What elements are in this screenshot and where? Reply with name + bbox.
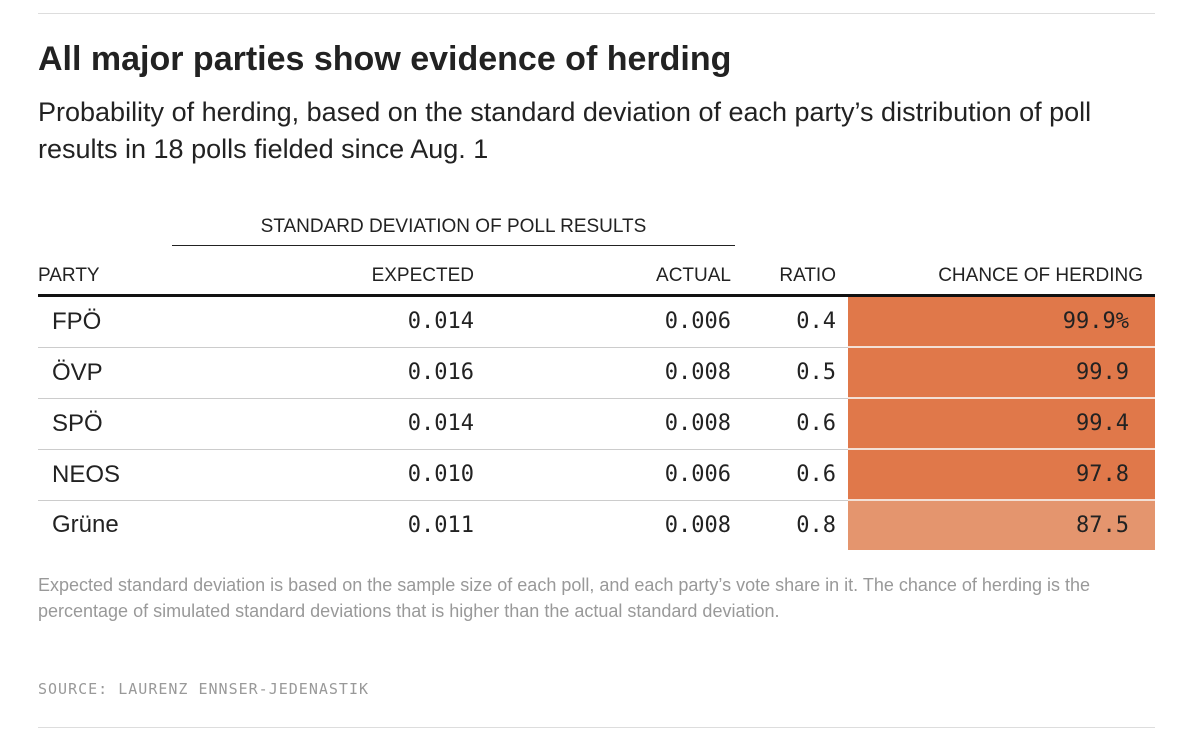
expected-cell: 0.016 (238, 347, 474, 399)
ratio-cell: 0.8 (796, 512, 836, 538)
chance-cell: 99.9 (848, 347, 1155, 399)
ratio-cell: 0.4 (731, 295, 836, 348)
chance-cell: 87.5 (848, 500, 1155, 550)
chart-subtitle: Probability of herding, based on the sta… (38, 97, 1092, 164)
party-cell: ÖVP (38, 347, 238, 399)
col-header-expected: EXPECTED (238, 258, 474, 297)
expected-cell: 0.014 (238, 398, 474, 450)
party-cell: FPÖ (38, 295, 238, 348)
col-header-ratio: RATIO (731, 258, 836, 297)
expected-cell: 0.014 (238, 295, 474, 348)
actual-cell: 0.006 (474, 449, 731, 501)
expected-cell: 0.010 (238, 449, 474, 501)
chance-cell: 99.4 (848, 398, 1155, 450)
table-row: FPÖ 0.014 0.006 0.4 99.9% (38, 295, 1155, 348)
ratio-cell: 0.6 (731, 449, 836, 501)
chance-cell: 99.9% (848, 295, 1155, 348)
chart-title: All major parties show evidence of herdi… (38, 40, 732, 78)
top-rule (38, 13, 1155, 14)
table-row: SPÖ 0.014 0.008 0.6 99.4 (38, 398, 1155, 450)
party-cell: Grüne (52, 511, 119, 539)
col-header-actual: ACTUAL (474, 258, 731, 297)
table-row: ÖVP 0.016 0.008 0.5 99.9 (38, 347, 1155, 399)
table-row: Grüne 0.011 0.008 0.8 87.5 (38, 500, 1155, 550)
group-header: STANDARD DEVIATION OF POLL RESULTS (172, 216, 735, 246)
ratio-cell: 0.6 (731, 398, 836, 450)
source: SOURCE: LAURENZ ENNSER-JEDENASTIK (38, 680, 370, 698)
ratio-cell: 0.5 (731, 347, 836, 399)
footnote: Expected standard deviation is based on … (38, 575, 1090, 621)
expected-cell: 0.011 (407, 512, 474, 538)
chance-cell: 97.8 (848, 449, 1155, 501)
bottom-rule (38, 727, 1155, 728)
actual-cell: 0.008 (474, 347, 731, 399)
party-cell: NEOS (38, 449, 238, 501)
party-cell: SPÖ (38, 398, 238, 450)
table-row: NEOS 0.010 0.006 0.6 97.8 (38, 449, 1155, 501)
herding-table: PARTY EXPECTED ACTUAL RATIO CHANCE OF HE… (38, 258, 1155, 550)
actual-cell: 0.006 (474, 295, 731, 348)
actual-cell: 0.008 (664, 512, 731, 538)
col-header-chance: CHANCE OF HERDING (848, 258, 1155, 297)
actual-cell: 0.008 (474, 398, 731, 450)
col-header-party: PARTY (38, 258, 238, 297)
